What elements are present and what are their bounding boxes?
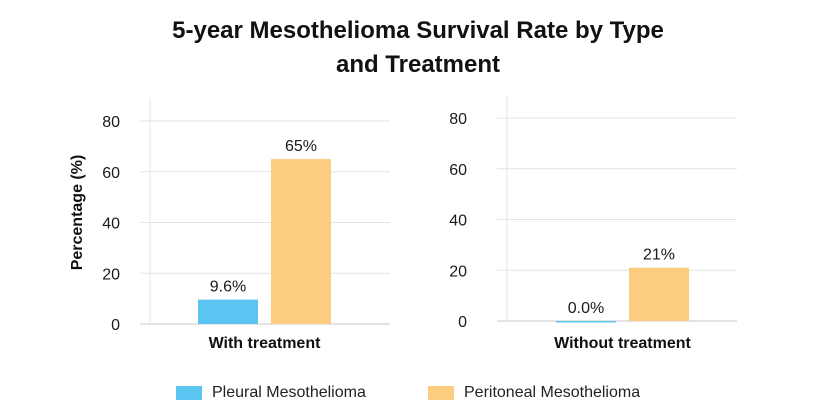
chart-title-line-2: and Treatment xyxy=(335,51,501,78)
legend-swatch-pleural xyxy=(176,386,202,400)
with-treatment-bar-peritoneal xyxy=(271,159,331,324)
legend: Pleural Mesothelioma Peritoneal Mesothel… xyxy=(0,384,816,404)
without-treatment-data-label-peritoneal: 21% xyxy=(643,247,675,264)
legend-item-peritoneal: Peritoneal Mesothelioma xyxy=(428,384,640,402)
without-treatment-bar-pleural xyxy=(556,321,616,323)
with-treatment-y-tick-label-80: 80 xyxy=(102,114,120,131)
legend-label-pleural: Pleural Mesothelioma xyxy=(212,384,366,401)
without-treatment-y-tick-label-60: 60 xyxy=(449,162,467,179)
with-treatment-x-axis-label: With treatment xyxy=(209,335,322,352)
with-treatment-y-tick-label-60: 60 xyxy=(102,165,120,182)
chart-title-line-1: 5-year Mesothelioma Survival Rate by Typ… xyxy=(172,17,664,44)
with-treatment-y-tick-label-20: 20 xyxy=(102,266,120,283)
without-treatment-x-axis-label: Without treatment xyxy=(554,335,691,352)
without-treatment-bar-peritoneal xyxy=(629,267,689,321)
with-treatment-bar-pleural xyxy=(198,299,258,324)
with-treatment-y-tick-label-0: 0 xyxy=(111,317,120,334)
without-treatment-y-tick-label-20: 20 xyxy=(449,263,467,280)
without-treatment-data-label-pleural: 0.0% xyxy=(568,300,604,317)
with-treatment-y-axis-label: Percentage (%) xyxy=(69,155,86,271)
legend-item-pleural: Pleural Mesothelioma xyxy=(176,384,366,402)
chart-title: 5-year Mesothelioma Survival Rate by Typ… xyxy=(0,14,816,82)
without-treatment-y-tick-label-80: 80 xyxy=(449,111,467,128)
without-treatment-y-tick-label-40: 40 xyxy=(449,213,467,230)
legend-label-peritoneal: Peritoneal Mesothelioma xyxy=(464,384,641,401)
legend-swatch-peritoneal xyxy=(428,386,454,400)
with-treatment-data-label-pleural: 9.6% xyxy=(210,279,246,296)
with-treatment-data-label-peritoneal: 65% xyxy=(285,138,317,155)
with-treatment-y-tick-label-40: 40 xyxy=(102,216,120,233)
without-treatment-y-tick-label-0: 0 xyxy=(458,314,467,331)
